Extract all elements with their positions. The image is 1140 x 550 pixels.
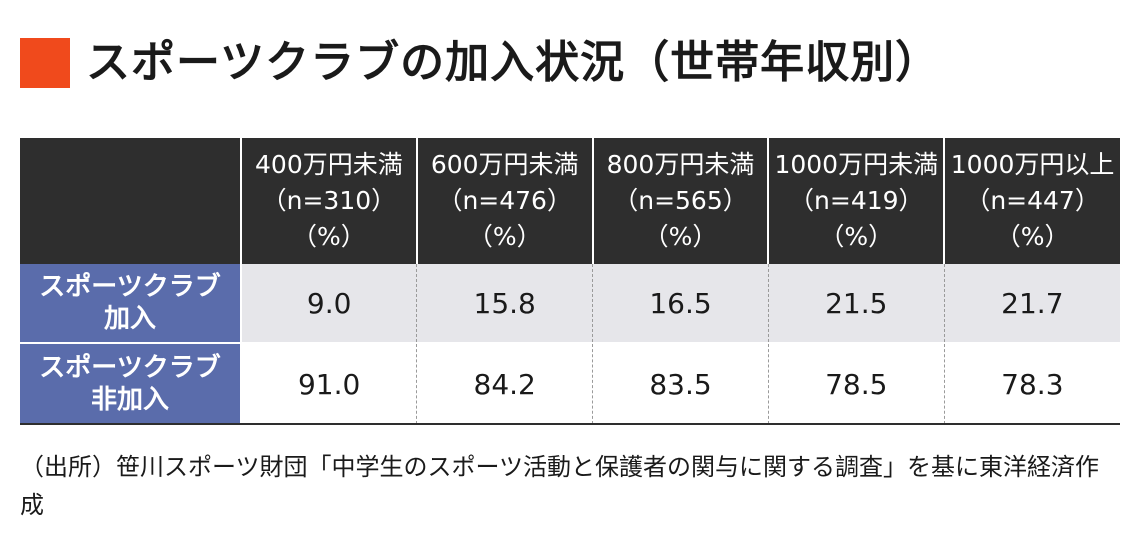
column-header-cell: 400万円未満 （n=310） （%） (241, 138, 418, 264)
value-cell: 83.5 (592, 342, 769, 424)
column-header-unit: （%） (995, 222, 1070, 252)
column-header-n: （n=476） (437, 185, 572, 215)
row-label-line: 加入 (103, 304, 156, 334)
column-header-n: （n=419） (789, 185, 924, 215)
column-header-unit: （%） (819, 222, 894, 252)
chart-title-row: スポーツクラブの加入状況（世帯年収別） (20, 38, 940, 88)
row-label-cell: スポーツクラブ 加入 (20, 264, 242, 344)
column-header-cell: 600万円未満 （n=476） （%） (416, 138, 594, 264)
column-header-n: （n=565） (613, 185, 748, 215)
column-header-cell: 1000万円未満 （n=419） （%） (768, 138, 946, 264)
column-header-label: 1000万円以上 (950, 149, 1115, 179)
column-header-unit: （%） (467, 222, 542, 252)
column-header-n: （n=447） (965, 185, 1100, 215)
value-cell: 16.5 (592, 264, 769, 343)
value-cell: 15.8 (416, 264, 593, 343)
table-row: スポーツクラブ 加入 9.0 15.8 16.5 21.5 21.7 (20, 264, 1120, 344)
value-cell: 91.0 (240, 342, 417, 424)
value-cell: 21.5 (767, 264, 945, 343)
row-label-line: スポーツクラブ (39, 271, 221, 302)
table-row: スポーツクラブ 非加入 91.0 84.2 83.5 78.5 78.3 (20, 342, 1120, 424)
chart-title: スポーツクラブの加入状況（世帯年収別） (86, 37, 941, 88)
column-header-cell: 800万円未満 （n=565） （%） (592, 138, 770, 264)
header-row: 400万円未満 （n=310） （%） 600万円未満 （n=476） （%） … (20, 138, 1120, 264)
row-label-line: 非加入 (90, 385, 169, 415)
column-header-unit: （%） (292, 222, 366, 252)
value-cell: 78.3 (943, 342, 1120, 424)
table-bottom-rule (20, 423, 1120, 425)
value-cell: 21.7 (943, 264, 1120, 343)
source-note: （出所）笹川スポーツ財団「中学生のスポーツ活動と保護者の関与に関する調査」を基に… (20, 453, 1100, 519)
data-table: 400万円未満 （n=310） （%） 600万円未満 （n=476） （%） … (20, 138, 1120, 424)
column-header-unit: （%） (643, 222, 718, 252)
row-label-cell: スポーツクラブ 非加入 (20, 342, 242, 424)
title-accent-square (20, 38, 70, 88)
value-cell: 9.0 (240, 264, 417, 343)
column-header-n: （n=310） (261, 185, 397, 215)
value-cell: 84.2 (416, 342, 593, 424)
column-header-label: 600万円未満 (430, 149, 579, 179)
column-header-cell: 1000万円以上 （n=447） （%） (944, 138, 1120, 264)
column-header-label: 800万円未満 (606, 149, 755, 179)
value-cell: 78.5 (767, 342, 945, 424)
row-label-line: スポーツクラブ (39, 352, 221, 383)
column-header-label: 400万円未満 (255, 149, 403, 179)
corner-header-cell (20, 138, 242, 264)
column-header-label: 1000万円未満 (774, 149, 939, 179)
